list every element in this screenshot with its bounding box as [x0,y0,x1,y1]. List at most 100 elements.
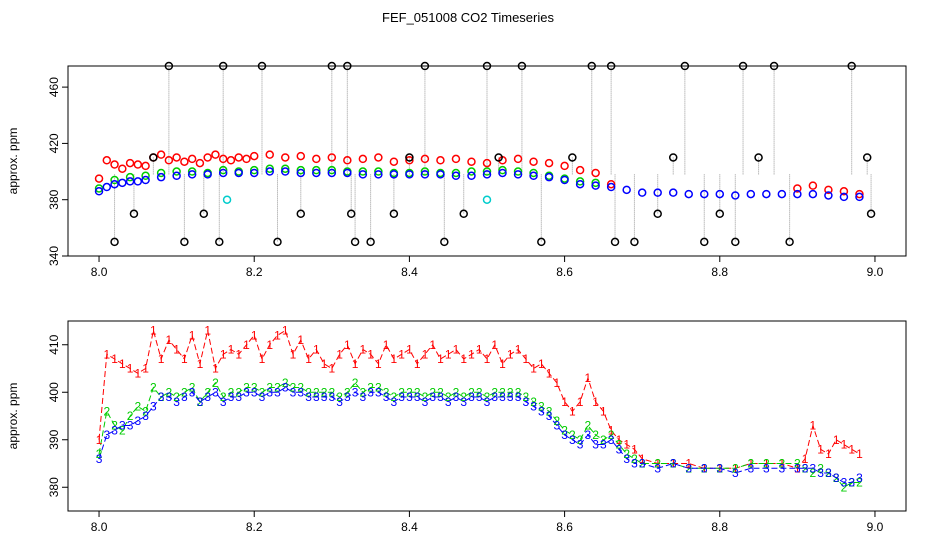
series-label-1: 1 [817,442,824,456]
series-label-1: 1 [546,366,553,380]
series-label-3: 3 [352,385,359,399]
series-label-2: 2 [166,385,173,399]
series-label-1: 1 [422,347,429,361]
data-point-3 [591,181,600,190]
series-label-1: 1 [848,442,855,456]
data-point-1 [234,153,243,162]
series-label-1: 1 [685,457,692,471]
series-label-2: 2 [266,381,273,395]
series-label-1: 1 [166,333,173,347]
data-point-1 [102,156,112,165]
series-label-3: 3 [476,390,483,404]
y-tick-label: 390 [47,429,61,449]
series-label-1: 1 [251,328,258,342]
series-label-3: 3 [189,385,196,399]
series-label-3: 3 [732,466,739,480]
series-label-3: 3 [96,452,103,466]
series-label-1: 1 [228,343,235,357]
data-point-1 [513,154,523,164]
series-label-1: 1 [437,352,444,366]
series-label-1: 1 [204,324,211,338]
data-point-3 [218,168,228,178]
series-label-2: 2 [142,404,149,418]
series-label-2: 2 [181,385,188,399]
series-label-1: 1 [802,452,809,466]
series-label-2: 2 [204,385,211,399]
series-label-1: 1 [592,395,599,409]
series-label-1: 1 [522,352,529,366]
series-label-3: 3 [817,466,824,480]
series-label-1: 1 [127,362,134,376]
series-label-2: 2 [119,423,126,437]
series-label-3: 3 [360,390,367,404]
data-point-3 [637,188,647,197]
data-point-3 [125,177,135,186]
data-point-3 [102,182,112,192]
data-point-1 [180,157,189,166]
data-point-1 [839,187,849,196]
data-point-outliers [610,237,620,247]
series-label-1: 1 [631,442,638,456]
series-label-1: 1 [406,343,413,357]
series-label-1: 1 [328,362,335,376]
series-label-2: 2 [779,457,786,471]
series-label-2: 2 [328,385,335,399]
data-point-1 [226,156,236,165]
series-label-1: 1 [274,328,281,342]
data-point-1 [203,153,212,162]
series-label-3: 3 [173,395,180,409]
series-label-1: 1 [181,352,188,366]
data-point-1 [405,156,414,165]
data-point-3 [467,171,476,181]
data-point-1 [451,154,461,164]
data-point-1 [420,154,430,164]
data-point-outliers [668,153,678,162]
series-label-2: 2 [313,385,320,399]
x-axis: 8.0 8.2 8.4 8.6 8.8 9.0 [91,511,884,534]
series-label-3: 3 [445,395,452,409]
series-label-1: 1 [639,452,646,466]
y-tick-label: 460 [47,77,61,97]
data-point-1 [855,189,864,199]
series-label-3: 3 [491,390,498,404]
series-label-3: 3 [119,419,126,433]
series-label-3: 3 [367,385,374,399]
y-tick-label: 380 [47,189,61,209]
series-label-3: 3 [747,461,754,475]
series-label-3: 3 [103,428,110,442]
data-point-1 [249,151,259,161]
data-point-3 [141,175,150,185]
data-point-outliers [494,153,503,162]
data-point-1 [560,161,569,171]
series-label-2: 2 [732,461,739,475]
series-label-2: 2 [616,438,623,452]
data-point-1 [389,157,399,166]
series-label-1: 1 [259,352,266,366]
data-point-outliers [459,209,468,219]
series-label-1: 1 [654,457,661,471]
data-point-3 [203,170,212,179]
series-label-2: 2 [173,390,180,404]
series-label-3: 3 [383,390,390,404]
series-label-2: 2 [848,476,855,490]
data-point-3 [312,168,321,178]
data-point-2 [467,167,476,176]
series-label-1: 1 [220,347,227,361]
series-label-3: 3 [391,395,398,409]
data-point-3 [281,167,290,176]
series-label-2: 2 [484,390,491,404]
data-point-outliers [366,237,375,247]
series-label-1: 1 [585,371,592,385]
series-label-3: 3 [616,442,623,456]
data-point-1 [529,157,538,166]
series-label-2: 2 [127,409,134,423]
series-label-3: 3 [810,461,817,475]
series-label-1: 1 [499,357,506,371]
data-point-3 [451,171,461,181]
series-label-3: 3 [150,400,157,414]
series-label-1: 1 [375,357,382,371]
series-label-1: 1 [150,324,157,338]
data-point-1 [591,168,600,178]
series-label-2: 2 [406,385,413,399]
